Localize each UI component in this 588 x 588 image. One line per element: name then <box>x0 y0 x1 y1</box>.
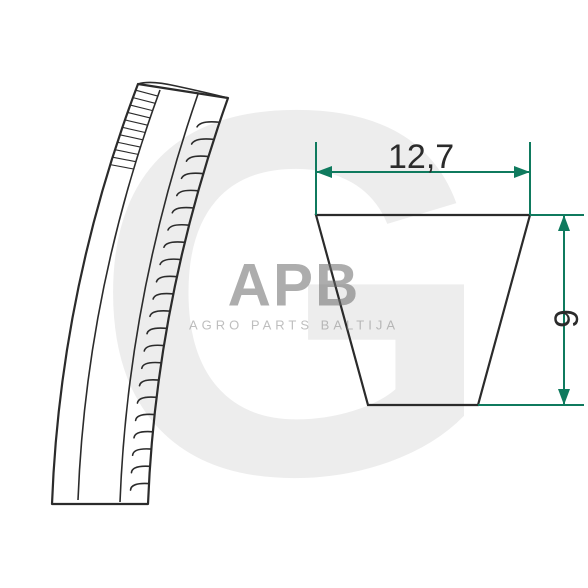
width-dimension-label: 12,7 <box>388 138 454 177</box>
watermark-apb-logo: APB AGRO PARTS BALTIJA <box>189 256 399 333</box>
logo-main-text: APB <box>189 256 399 316</box>
height-dimension-label: 9 <box>548 309 587 328</box>
logo-sub-text: AGRO PARTS BALTIJA <box>189 318 399 333</box>
